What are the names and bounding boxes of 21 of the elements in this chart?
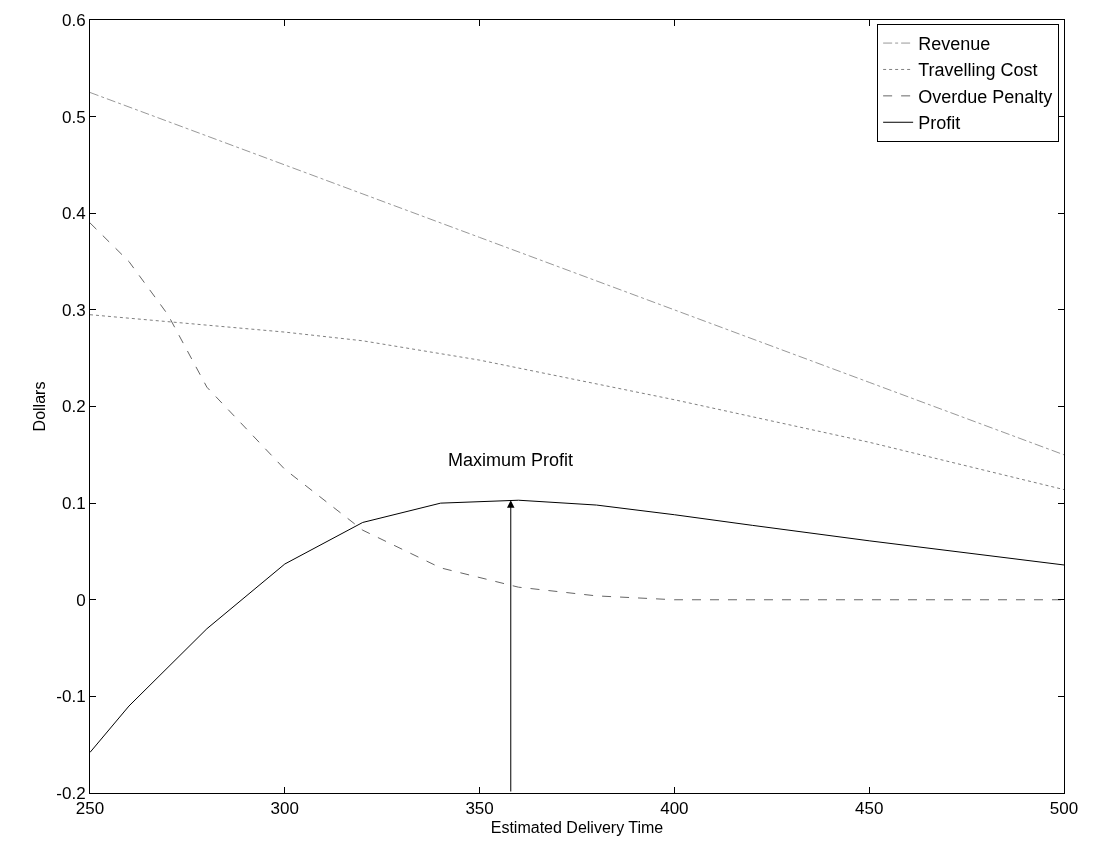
y-tick-label: 0.6	[61, 10, 86, 30]
y-tick-label: -0.1	[56, 687, 86, 707]
y-tick-label: 0.1	[61, 494, 86, 514]
y-tick-label: 0.3	[61, 300, 86, 320]
x-tick-label: 400	[660, 799, 689, 819]
x-tick-label: 500	[1049, 799, 1079, 819]
y-tick-label: 0.2	[61, 397, 86, 417]
legend-label: Revenue	[918, 34, 991, 55]
legend-label: Profit	[918, 113, 961, 134]
annotation: Maximum Profit	[448, 450, 574, 470]
y-tick-label: 0	[76, 590, 86, 610]
y-axis-title: Dollars	[31, 381, 49, 432]
legend-label: Overdue Penalty	[918, 86, 1053, 107]
y-tick-label: 0.5	[61, 107, 86, 127]
line-series	[90, 314, 1064, 491]
y-tick-label: 0.4	[61, 204, 86, 224]
x-tick-label: 450	[855, 799, 884, 819]
legend-label: Travelling Cost	[918, 60, 1038, 81]
x-tick-label: 350	[465, 799, 494, 819]
x-tick-label: 300	[270, 799, 299, 819]
x-axis-title: Estimated Delivery Time	[490, 819, 664, 837]
